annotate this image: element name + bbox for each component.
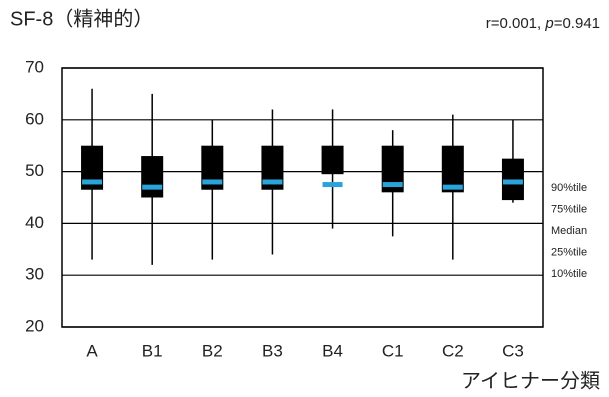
x-axis-label: アイヒナー分類 [461,369,600,392]
box [141,156,164,198]
box [261,145,284,190]
median [202,179,223,185]
stat-p-symbol: p [544,15,553,32]
legend-label: 75%tile [551,203,587,215]
box [321,145,344,175]
legend-label: 25%tile [551,246,587,258]
legend-label: 10%tile [551,268,587,280]
median [142,184,163,190]
x-tick-label: B1 [142,341,163,360]
x-tick-label: B3 [262,341,283,360]
median [382,182,403,188]
x-tick-label: C2 [442,341,464,360]
plot-frame [61,67,544,328]
median [322,182,343,188]
box [381,145,404,193]
box [81,145,104,190]
y-tick-label: 70 [25,57,44,76]
median [82,179,103,185]
stats: r=0.001, p=0.941 [486,15,600,32]
y-tick-label: 20 [25,316,44,335]
legend-label: 90%tile [551,182,587,194]
box [201,145,224,190]
median [502,179,523,185]
y-tick-label: 30 [25,265,44,284]
chart-title: SF-8（精神的） [10,7,153,30]
y-tick-label: 40 [25,213,44,232]
x-tick-label: B4 [322,341,343,360]
stat-p-value: =0.941 [554,15,600,32]
box [501,158,524,201]
y-tick-label: 60 [25,109,44,128]
x-tick-label: C1 [382,341,404,360]
median [442,184,463,190]
box [441,145,464,193]
x-tick-label: A [86,341,98,360]
x-tick-label: B2 [202,341,223,360]
legend-label: Median [551,225,587,237]
y-tick-label: 50 [25,161,44,180]
median [262,179,283,185]
stat-r: r=0.001, [486,15,546,32]
x-tick-label: C3 [502,341,524,360]
